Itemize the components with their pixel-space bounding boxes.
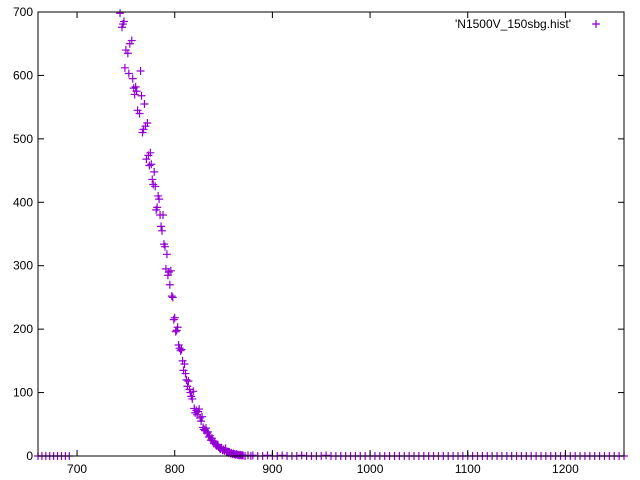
data-point (322, 451, 331, 460)
legend: 'N1500V_150sbg.hist' (455, 17, 600, 31)
data-point (180, 360, 189, 369)
data-point (155, 195, 164, 204)
data-point (203, 427, 212, 436)
data-point (173, 323, 182, 332)
data-point (158, 226, 167, 235)
data-point (149, 180, 158, 189)
data-point (143, 119, 152, 127)
data-point (176, 346, 185, 355)
data-point (162, 250, 171, 259)
data-point (177, 345, 186, 354)
data-point (151, 182, 160, 191)
data-point (181, 369, 190, 378)
data-point (164, 268, 173, 277)
data-point (297, 451, 306, 460)
data-point (128, 74, 137, 83)
data-point (195, 405, 204, 414)
data-point (248, 451, 257, 460)
data-point (131, 82, 140, 91)
plot-frame (37, 11, 625, 457)
data-point (201, 424, 210, 433)
x-tick-label: 1200 (552, 462, 579, 476)
y-tick-label: 600 (13, 68, 33, 82)
data-point (278, 451, 287, 460)
data-point (123, 49, 132, 58)
tick-labels: 700 800 900 1000 1100 1200 0 100 200 300 400 500 600… (13, 5, 579, 476)
data-point (197, 417, 206, 426)
data-point (188, 394, 197, 403)
x-tick-label: 1000 (357, 462, 384, 476)
data-point (170, 313, 179, 322)
data-point (165, 280, 174, 289)
legend-label: 'N1500V_150sbg.hist' (455, 17, 571, 31)
data-point (169, 315, 178, 324)
x-tick-label: 1100 (455, 462, 481, 476)
data-point (140, 99, 149, 108)
data-point (150, 167, 159, 176)
data-point (147, 160, 156, 169)
data-point (167, 292, 176, 301)
data-point (189, 387, 198, 396)
data-point (184, 377, 193, 386)
y-tick-label: 400 (13, 195, 33, 209)
data-point (146, 148, 155, 157)
data-point (182, 375, 191, 384)
data-point (168, 293, 177, 302)
data-point (132, 87, 141, 96)
data-point (135, 109, 144, 118)
data-point (157, 222, 166, 231)
data-point (127, 36, 136, 45)
y-tick-label: 500 (13, 132, 33, 146)
data-point (160, 242, 169, 251)
data-point (198, 412, 207, 421)
data-point (137, 91, 146, 100)
data-point (263, 451, 272, 460)
x-tick-label: 700 (67, 462, 87, 476)
legend-marker-glyph (592, 20, 600, 28)
data-point (124, 69, 133, 78)
y-tick-label: 200 (13, 322, 33, 336)
y-tick-label: 100 (13, 386, 33, 400)
data-point (171, 327, 180, 336)
legend-marker (592, 20, 600, 28)
data-point (116, 9, 125, 18)
data-point (148, 175, 157, 184)
data-point (119, 17, 128, 26)
data-point (166, 266, 175, 275)
y-tick-label: 0 (26, 449, 33, 463)
data-point (120, 63, 129, 72)
axis-ticks (38, 11, 624, 457)
x-tick-label: 900 (262, 462, 282, 476)
data-point (145, 161, 154, 170)
y-tick-label: 700 (13, 5, 33, 19)
data-point (142, 155, 151, 164)
x-tick-label: 800 (165, 462, 185, 476)
data-point (153, 203, 162, 212)
data-point (136, 66, 145, 75)
data-point (159, 210, 168, 219)
y-tick-label: 300 (13, 259, 33, 273)
